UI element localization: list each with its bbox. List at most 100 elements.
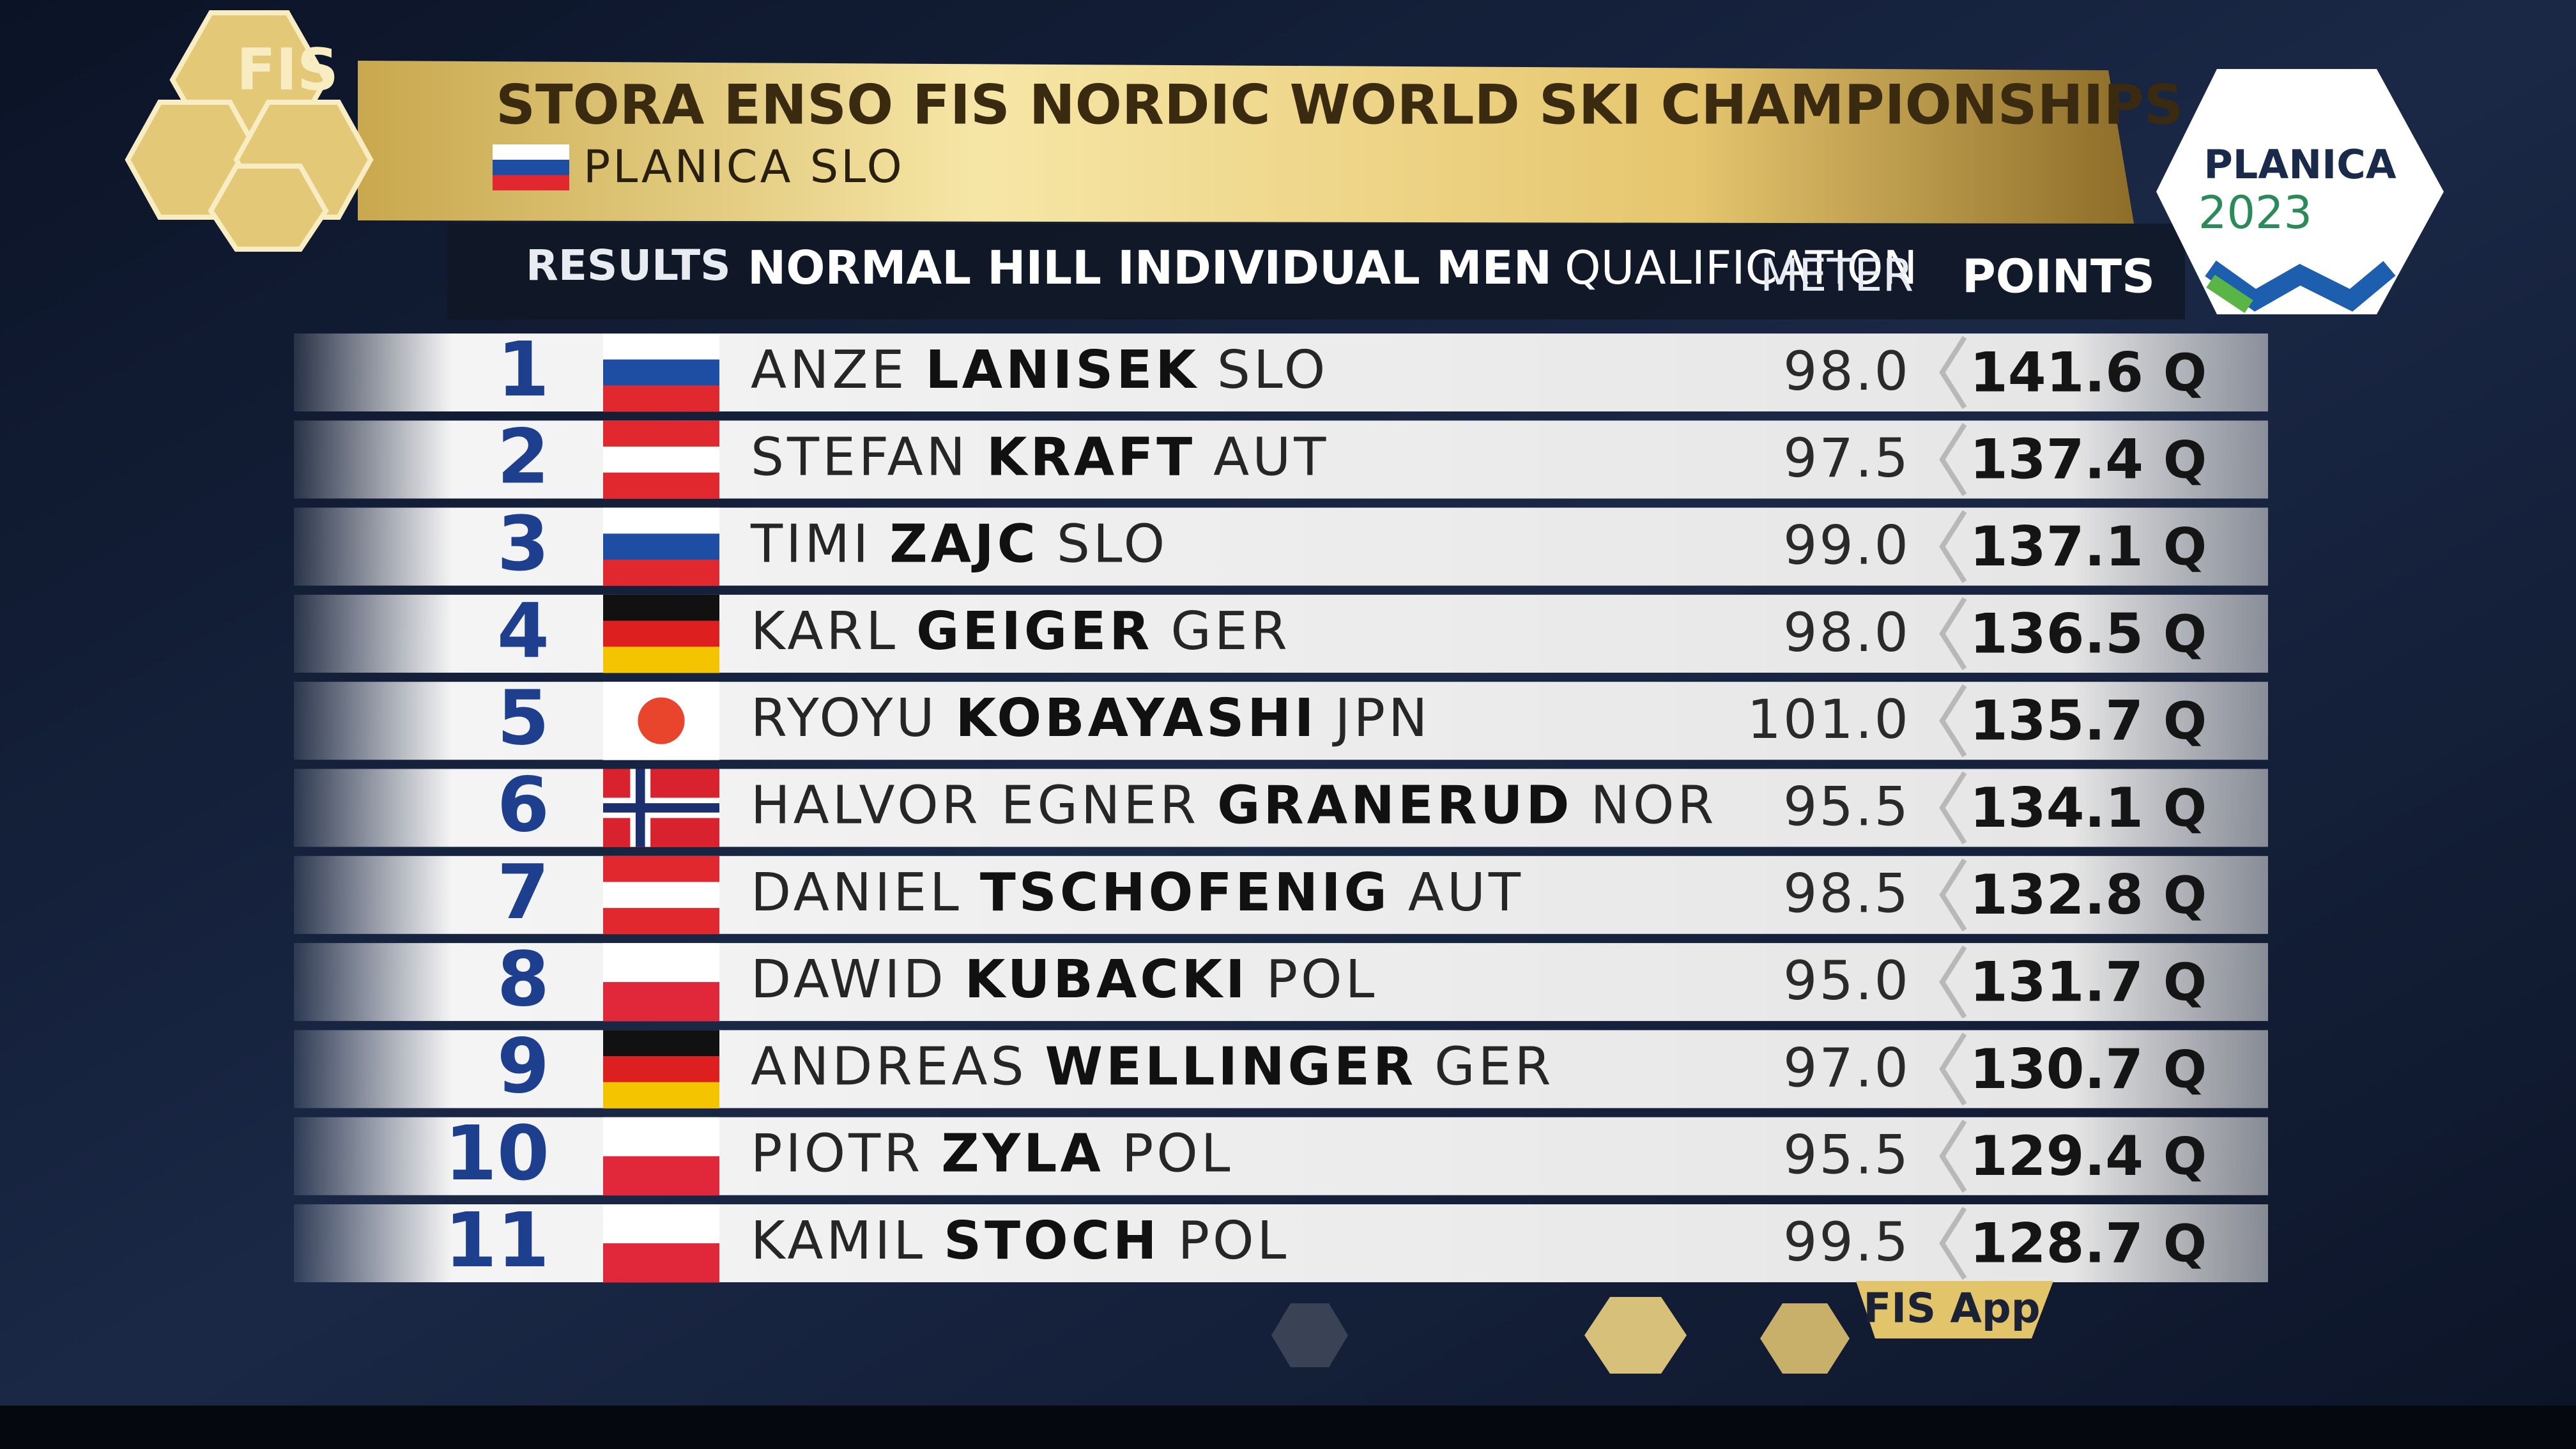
divider (1939, 858, 1967, 931)
status: Q (2163, 604, 2207, 664)
app-label: FIS App (1863, 1285, 2040, 1333)
meter: 99.5 (1783, 1211, 1910, 1273)
points: 128.7 (1970, 1211, 2143, 1275)
nation: AUT (1408, 862, 1524, 923)
nation: SLO (1057, 514, 1168, 575)
points: 134.1 (1970, 776, 2143, 840)
flag-stripe (603, 334, 719, 360)
rank: 7 (497, 848, 549, 936)
rank: 1 (497, 325, 549, 413)
nation: NOR (1591, 776, 1717, 836)
nation: JPN (1331, 689, 1430, 749)
rank: 10 (445, 1109, 549, 1197)
last-name: ZAJC (889, 514, 1039, 575)
first-name: DAWID (751, 950, 947, 1011)
nation: SLO (1217, 340, 1328, 401)
result-row: 3 TIMI ZAJC SLO 99.0 137.1 Q (294, 500, 2268, 588)
points: 136.5 (1970, 602, 2143, 666)
footer-hexagons (1271, 1297, 1850, 1374)
athlete-name: HALVOR EGNER GRANERUD NOR (751, 776, 1717, 836)
flag-stripe (603, 594, 719, 622)
meter: 101.0 (1747, 688, 1910, 751)
athlete-name: STEFAN KRAFT AUT (751, 427, 1329, 488)
athlete-name: PIOTR ZYLA POL (751, 1124, 1234, 1184)
divider (1939, 510, 1967, 583)
result-row: 2 STEFAN KRAFT AUT 97.5 137.4 Q (294, 413, 2268, 501)
flag-stripe (603, 982, 719, 1022)
result-row: 11 KAMIL STOCH POL 99.5 128.7 Q (294, 1196, 2268, 1284)
points: 135.7 (1970, 689, 2143, 753)
flag-stripe (603, 647, 719, 673)
meter: 95.0 (1783, 949, 1910, 1012)
meter: 98.0 (1783, 340, 1910, 402)
result-row: 5 RYOYU KOBAYASHI JPN 101.0 135.7 Q (294, 673, 2268, 762)
divider (1939, 1119, 1967, 1193)
rank: 2 (497, 413, 549, 501)
result-row: 10 PIOTR ZYLA POL 95.5 129.4 Q (294, 1109, 2268, 1197)
points: 129.4 (1970, 1124, 2143, 1188)
athlete-name: ANDREAS WELLINGER GER (751, 1037, 1554, 1098)
badge-name: PLANICA (2204, 141, 2396, 188)
flag-disc (638, 697, 685, 744)
event-phase: QUALIFICATION (1565, 241, 1917, 295)
divider (1939, 423, 1967, 496)
planica-badge (2156, 69, 2444, 314)
points: 137.4 (1970, 428, 2143, 492)
last-name: GRANERUD (1217, 776, 1572, 836)
meter: 98.5 (1783, 862, 1910, 925)
flag-stripe (603, 908, 719, 935)
divider (1939, 771, 1967, 845)
app-tab (1856, 1281, 2053, 1338)
last-name: KRAFT (986, 427, 1195, 488)
location: PLANICA SLO (583, 141, 905, 193)
first-name: DANIEL (751, 862, 962, 923)
divider (1939, 1206, 1967, 1280)
rank: 5 (497, 673, 549, 762)
rank: 9 (497, 1022, 549, 1110)
last-name: TSCHOFENIG (980, 862, 1390, 923)
result-row: 6 HALVOR EGNER GRANERUD NOR 95.5 134.1 Q (294, 761, 2268, 849)
header-strip (447, 224, 2185, 319)
result-row: 9 ANDREAS WELLINGER GER 97.0 130.7 Q (294, 1022, 2268, 1110)
first-name: STEFAN (751, 427, 969, 488)
athlete-name: RYOYU KOBAYASHI JPN (751, 689, 1430, 749)
title: STORA ENSO FIS NORDIC WORLD SKI CHAMPION… (496, 73, 2184, 137)
flag-stripe (603, 472, 719, 499)
meter-header: METER (1760, 249, 1913, 302)
athlete-name: DANIEL TSCHOFENIG AUT (751, 862, 1524, 923)
flag-stripe (603, 943, 719, 983)
last-name: STOCH (944, 1211, 1160, 1271)
results-label: RESULTS (526, 241, 731, 290)
points: 130.7 (1970, 1038, 2143, 1101)
status: Q (2163, 778, 2207, 838)
first-name: HALVOR EGNER (751, 776, 1199, 836)
athlete-name: TIMI ZAJC SLO (750, 514, 1168, 575)
points: 132.8 (1970, 863, 2143, 927)
location-flag (493, 144, 569, 190)
status: Q (2163, 1127, 2207, 1186)
status: Q (2163, 518, 2207, 577)
first-name: ANZE (751, 340, 907, 401)
athlete-name: KARL GEIGER GER (751, 601, 1291, 662)
flag-stripe (603, 359, 719, 386)
status: Q (2163, 1214, 2207, 1273)
rank: 6 (497, 761, 549, 849)
result-row: 8 DAWID KUBACKI POL 95.0 131.7 Q (294, 935, 2268, 1023)
status: Q (2163, 866, 2207, 925)
meter: 97.5 (1783, 427, 1910, 489)
flag-stripe (603, 1030, 719, 1057)
meter: 98.0 (1783, 601, 1910, 664)
first-name: PIOTR (751, 1124, 923, 1184)
last-name: ZYLA (941, 1124, 1104, 1184)
results-table: 1 ANZE LANISEK SLO 98.0 141.6 Q 2 STEFAN KRAFT AUT… (294, 325, 2268, 1284)
meter: 97.0 (1783, 1036, 1910, 1099)
flag-stripe (603, 446, 719, 473)
nation: POL (1122, 1124, 1234, 1184)
nation: POL (1266, 950, 1378, 1011)
flag-stripe (603, 855, 719, 882)
nation: AUT (1213, 427, 1329, 488)
flag-stripe (603, 507, 719, 534)
divider (1939, 1032, 1967, 1106)
